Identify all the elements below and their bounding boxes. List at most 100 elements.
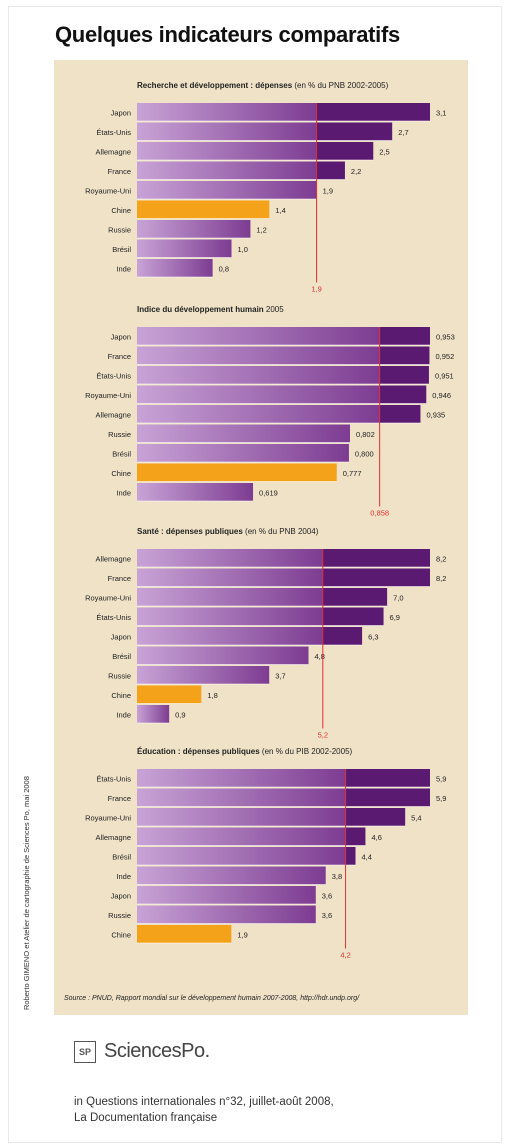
bar-highlight	[137, 463, 337, 482]
logo-text: SciencesPo.	[104, 1040, 210, 1062]
bar	[137, 549, 323, 567]
credit-line-1: in Questions internationales n°32, juill…	[74, 1096, 334, 1108]
bar	[137, 788, 346, 807]
bar	[137, 646, 309, 665]
data-label: 2,2	[351, 167, 361, 176]
data-label: 1,4	[275, 206, 285, 215]
bar	[137, 142, 317, 160]
bar	[137, 607, 323, 626]
logo-mark-icon: SP	[74, 1040, 96, 1063]
bar	[137, 769, 346, 787]
tick-label: Allemagne	[96, 410, 131, 419]
tick-label: Japon	[111, 891, 131, 900]
publication-credit: in Questions internationales n°32, juill…	[74, 1094, 334, 1126]
tick-label: Royaume-Uni	[85, 813, 131, 822]
tick-label: Brésil	[112, 652, 131, 661]
tick-label: Royaume-Uni	[85, 186, 131, 195]
data-label: 2,7	[398, 128, 408, 137]
tick-label: Chine	[111, 930, 131, 939]
tick-label: États-Unis	[96, 371, 131, 380]
data-label: 5,4	[411, 813, 421, 822]
tick-label: Brésil	[112, 245, 131, 254]
bar	[137, 122, 317, 141]
page-title: Quelques indicateurs comparatifs	[55, 22, 400, 47]
data-label: 1,0	[238, 245, 248, 254]
data-label: 3,7	[275, 671, 285, 680]
bar	[137, 808, 346, 826]
bar	[137, 905, 316, 924]
tick-label: France	[108, 352, 131, 361]
tick-label: Allemagne	[96, 833, 131, 842]
bar	[137, 827, 346, 846]
tick-label: États-Unis	[96, 613, 131, 622]
tick-label: Chine	[111, 691, 131, 700]
source-text: Source : PNUD, Rapport mondial sur le dé…	[64, 995, 360, 1002]
data-label: 1,8	[207, 691, 217, 700]
bar	[137, 666, 270, 684]
data-label: 0,9	[175, 710, 185, 719]
tick-label: Chine	[111, 206, 131, 215]
bar	[137, 588, 323, 606]
data-label: 0,619	[259, 488, 278, 497]
tick-label: Russie	[108, 225, 131, 234]
bar	[137, 239, 232, 258]
tick-label: Allemagne	[96, 554, 131, 563]
tick-label: Japon	[111, 632, 131, 641]
tick-label: Russie	[108, 911, 131, 920]
bar	[137, 705, 170, 723]
tick-label: Japon	[111, 108, 131, 117]
data-label: 3,6	[322, 911, 332, 920]
tick-label: Brésil	[112, 852, 131, 861]
data-label: 1,9	[323, 186, 333, 195]
data-label: 4,8	[315, 652, 325, 661]
bar	[137, 886, 316, 904]
data-label: 5,9	[436, 794, 446, 803]
data-label: 2,5	[379, 147, 389, 156]
tick-label: Japon	[111, 332, 131, 341]
chart-title: Éducation : dépenses publiques (en % du …	[137, 747, 353, 756]
reference-label: 0,858	[370, 509, 389, 518]
chart-4: Éducation : dépenses publiques (en % du …	[85, 747, 446, 960]
tick-label: Russie	[108, 430, 131, 439]
data-label: 8,2	[436, 574, 446, 583]
data-label: 8,2	[436, 554, 446, 563]
tick-label: France	[108, 167, 131, 176]
chart-1: Recherche et développement : dépenses (e…	[85, 81, 446, 294]
tick-label: États-Unis	[96, 128, 131, 137]
data-label: 7,0	[393, 593, 403, 602]
tick-label: France	[108, 794, 131, 803]
bar-highlight	[137, 200, 270, 219]
data-label: 6,3	[368, 632, 378, 641]
bar	[137, 161, 317, 180]
data-label: 0,946	[432, 391, 451, 400]
bar	[137, 405, 380, 423]
data-label: 0,935	[426, 410, 445, 419]
bar	[137, 327, 380, 345]
tick-label: Inde	[116, 488, 131, 497]
tick-label: États-Unis	[96, 774, 131, 783]
bar-highlight	[137, 925, 232, 943]
bar	[137, 385, 380, 404]
reference-label: 1,9	[311, 285, 321, 294]
tick-label: Inde	[116, 710, 131, 719]
bar	[137, 866, 326, 885]
data-label: 1,2	[256, 225, 266, 234]
bar	[137, 259, 213, 277]
data-label: 3,6	[322, 891, 332, 900]
data-label: 0,953	[436, 332, 455, 341]
bar	[137, 444, 349, 462]
bar	[137, 346, 380, 365]
tick-label: Inde	[116, 872, 131, 881]
bar	[137, 847, 346, 865]
data-label: 6,9	[390, 613, 400, 622]
reference-label: 4,2	[340, 951, 350, 960]
tick-label: Brésil	[112, 449, 131, 458]
bar	[137, 220, 251, 238]
tick-label: Russie	[108, 671, 131, 680]
tick-label: Chine	[111, 469, 131, 478]
bar	[137, 103, 317, 121]
tick-label: Royaume-Uni	[85, 391, 131, 400]
sciencespo-logo: SP SciencesPo.	[74, 1040, 210, 1063]
reference-label: 5,2	[318, 731, 328, 740]
bar	[137, 181, 317, 199]
